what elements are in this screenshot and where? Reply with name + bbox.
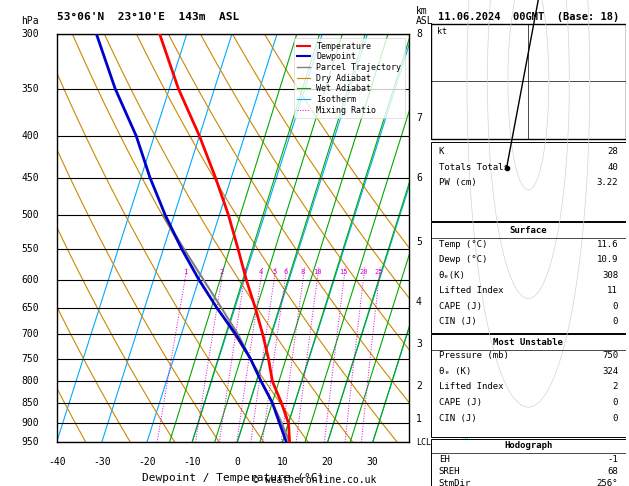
Text: 8: 8: [416, 29, 422, 39]
Text: 68: 68: [608, 467, 618, 476]
Text: -30: -30: [93, 456, 111, 467]
Text: 350: 350: [21, 84, 39, 94]
Text: 10: 10: [313, 269, 321, 276]
Text: kt: kt: [437, 27, 447, 36]
Text: -1: -1: [608, 455, 618, 464]
Text: 4: 4: [259, 269, 263, 276]
Text: 20: 20: [359, 269, 367, 276]
Bar: [431, 24, 626, 139]
Text: Most Unstable: Most Unstable: [493, 338, 564, 347]
Text: 650: 650: [21, 303, 39, 313]
Text: -10: -10: [183, 456, 201, 467]
Text: 300: 300: [21, 29, 39, 39]
Text: 5: 5: [416, 237, 422, 247]
Text: 0: 0: [613, 317, 618, 327]
Text: 7: 7: [416, 113, 422, 123]
Text: CIN (J): CIN (J): [438, 414, 476, 423]
Text: 0: 0: [613, 398, 618, 407]
Text: LCL: LCL: [416, 438, 431, 447]
Text: -40: -40: [48, 456, 65, 467]
Text: CAPE (J): CAPE (J): [438, 302, 482, 311]
Text: StmDir: StmDir: [438, 479, 471, 486]
Text: 1: 1: [416, 414, 422, 424]
Text: 11.6: 11.6: [596, 240, 618, 249]
Text: 0: 0: [613, 302, 618, 311]
Text: 53°06'N  23°10'E  143m  ASL: 53°06'N 23°10'E 143m ASL: [57, 12, 239, 22]
Text: 800: 800: [21, 376, 39, 386]
Text: θₑ(K): θₑ(K): [438, 271, 465, 280]
Text: K: K: [438, 147, 444, 156]
Text: 10: 10: [277, 456, 288, 467]
Text: θₑ (K): θₑ (K): [438, 367, 471, 376]
Text: 5: 5: [272, 269, 276, 276]
Text: 4: 4: [416, 297, 422, 307]
Text: 11.06.2024  00GMT  (Base: 18): 11.06.2024 00GMT (Base: 18): [438, 12, 619, 22]
Text: 15: 15: [340, 269, 348, 276]
Text: Hodograph: Hodograph: [504, 441, 552, 451]
Text: CAPE (J): CAPE (J): [438, 398, 482, 407]
Text: 450: 450: [21, 173, 39, 183]
Text: 10.9: 10.9: [596, 255, 618, 264]
Text: Pressure (mb): Pressure (mb): [438, 351, 508, 361]
Text: 500: 500: [21, 210, 39, 220]
Text: CIN (J): CIN (J): [438, 317, 476, 327]
Text: 1: 1: [183, 269, 187, 276]
Text: 600: 600: [21, 275, 39, 284]
Text: Dewp (°C): Dewp (°C): [438, 255, 487, 264]
Text: -20: -20: [138, 456, 156, 467]
Legend: Temperature, Dewpoint, Parcel Trajectory, Dry Adiabat, Wet Adiabat, Isotherm, Mi: Temperature, Dewpoint, Parcel Trajectory…: [294, 38, 404, 118]
Text: hPa: hPa: [21, 16, 39, 26]
Text: Surface: Surface: [509, 226, 547, 235]
Text: EH: EH: [438, 455, 449, 464]
Text: 6: 6: [283, 269, 287, 276]
Text: 0: 0: [613, 414, 618, 423]
Text: Lifted Index: Lifted Index: [438, 382, 503, 392]
Text: 40: 40: [608, 163, 618, 172]
Text: km
ASL: km ASL: [416, 6, 433, 26]
Text: 750: 750: [602, 351, 618, 361]
Bar: [431, 439, 626, 486]
Text: 850: 850: [21, 398, 39, 408]
Text: 550: 550: [21, 243, 39, 254]
Text: 400: 400: [21, 131, 39, 141]
Text: SREH: SREH: [438, 467, 460, 476]
Text: 28: 28: [608, 147, 618, 156]
Text: Lifted Index: Lifted Index: [438, 286, 503, 295]
Bar: [431, 142, 626, 221]
Text: 950: 950: [21, 437, 39, 447]
Text: 3: 3: [242, 269, 247, 276]
Text: 3.22: 3.22: [596, 178, 618, 188]
Text: 8: 8: [301, 269, 305, 276]
Text: Mixing Ratio (g/kg): Mixing Ratio (g/kg): [437, 191, 446, 286]
Text: © weatheronline.co.uk: © weatheronline.co.uk: [253, 475, 376, 485]
Text: PW (cm): PW (cm): [438, 178, 476, 188]
Text: 30: 30: [367, 456, 379, 467]
Text: Totals Totals: Totals Totals: [438, 163, 508, 172]
Text: 0: 0: [235, 456, 240, 467]
Text: 324: 324: [602, 367, 618, 376]
Text: 2: 2: [220, 269, 224, 276]
Text: 25: 25: [375, 269, 383, 276]
Text: 20: 20: [321, 456, 333, 467]
Text: 750: 750: [21, 353, 39, 364]
Text: Dewpoint / Temperature (°C): Dewpoint / Temperature (°C): [142, 473, 324, 483]
Text: Temp (°C): Temp (°C): [438, 240, 487, 249]
Text: 256°: 256°: [596, 479, 618, 486]
Bar: [431, 334, 626, 437]
Text: 6: 6: [416, 173, 422, 183]
Text: 900: 900: [21, 418, 39, 428]
Text: 2: 2: [416, 381, 422, 391]
Text: 308: 308: [602, 271, 618, 280]
Text: 2: 2: [613, 382, 618, 392]
Text: 3: 3: [416, 339, 422, 349]
Text: 700: 700: [21, 329, 39, 339]
Bar: [431, 222, 626, 333]
Text: 11: 11: [608, 286, 618, 295]
